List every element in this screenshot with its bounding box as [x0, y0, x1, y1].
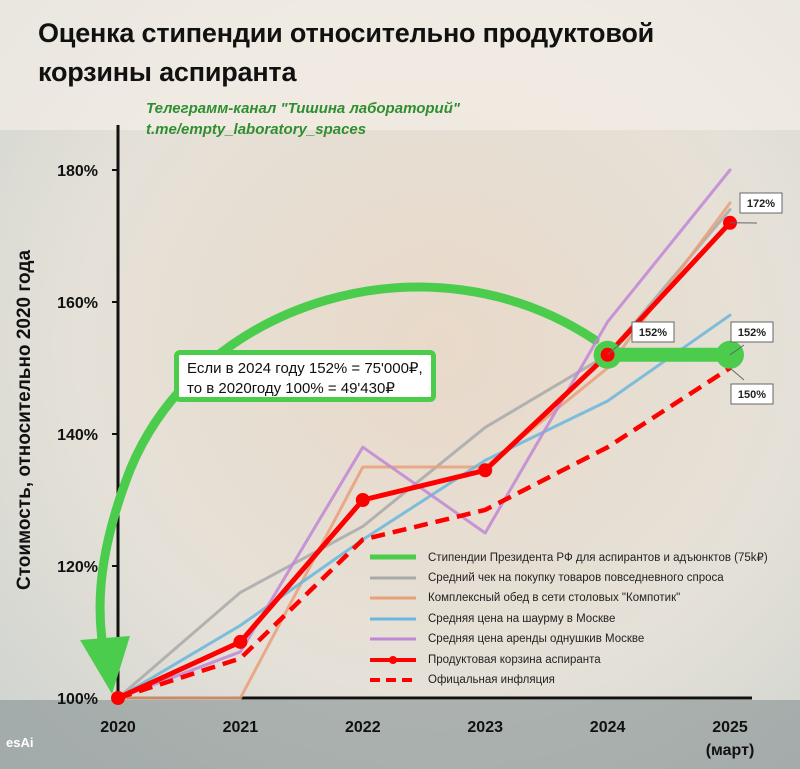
logo: esAi [6, 735, 34, 750]
series-line-5 [115, 220, 733, 701]
legend-item: Средняя цена аренды однушкив Москве [366, 629, 776, 650]
legend-swatch [370, 678, 416, 683]
x-tick-label: 2020 [100, 719, 136, 736]
legend-item: Стипендии Президента РФ для аспирантов и… [366, 547, 776, 568]
legend-label: Комплексный обед в сети столовых "Компот… [428, 592, 681, 605]
legend-swatch [370, 617, 416, 621]
legend-label: Средняя цена на шаурму в Москве [428, 612, 616, 625]
annotation-leader [607, 341, 623, 356]
legend-item: Средняя цена на шаурму в Москве [366, 609, 776, 630]
legend-item: Продуктовая корзина аспиранта [366, 650, 776, 671]
legend-swatch [370, 655, 416, 664]
legend-label: Средняя цена аренды однушкив Москве [428, 633, 645, 646]
series-line-6 [117, 366, 732, 701]
annotation-leader [729, 344, 745, 356]
x-tick-label: 2022 [345, 719, 381, 736]
series-point [355, 493, 370, 507]
title-line-1: Оценка стипендии относительно продуктово… [38, 18, 655, 48]
legend-swatch [370, 554, 416, 560]
series-line-2 [116, 201, 732, 700]
legend: Стипендии Президента РФ для аспирантов и… [366, 547, 776, 691]
series-line-3 [116, 313, 732, 700]
legend-label: Офицальная инфляция [428, 674, 555, 687]
source-link[interactable]: t.me/empty_laboratory_spaces [146, 121, 367, 138]
series-point [478, 463, 493, 478]
annotation-label: 152% [639, 327, 667, 339]
y-tick-label: 180% [57, 163, 98, 180]
callout-line-2: то в 2020году 100% = 49'430₽ [187, 380, 395, 397]
y-axis-label: Стоимость, относительно 2020 года [14, 249, 35, 591]
x-tick-label: 2024 [590, 719, 626, 736]
source-caption: Телеграмм-канал "Тишина лабораторий" t.m… [146, 98, 460, 140]
legend-swatch [370, 596, 416, 600]
callout-box: Если в 2024 году 152% = 75'000₽, то в 20… [174, 350, 436, 402]
legend-item: Офицальная инфляция [366, 670, 776, 691]
y-tick-label: 160% [57, 295, 98, 312]
x-tick-note: (март) [706, 742, 755, 759]
legend-swatch [370, 576, 416, 580]
x-tick-label: 2021 [223, 719, 259, 736]
source-channel: Телеграмм-канал "Тишина лабораторий" [146, 100, 460, 117]
legend-item: Комплексный обед в сети столовых "Компот… [366, 588, 776, 609]
legend-label: Продуктовая корзина аспиранта [428, 653, 601, 666]
annotation-box [739, 192, 783, 214]
annotation-label: 172% [747, 198, 775, 210]
legend-swatch [370, 637, 416, 641]
arrow-head [80, 636, 130, 694]
y-tick-label: 140% [57, 427, 98, 444]
legend-label: Средний чек на покупку товаров повседнев… [428, 571, 724, 584]
y-tick-label: 100% [57, 691, 98, 708]
annotation-box [631, 321, 675, 343]
annotation-box [730, 321, 774, 343]
x-tick-label: 2023 [467, 719, 503, 736]
annotation-box [730, 383, 774, 405]
series-line-4 [116, 168, 732, 700]
annotation-label: 150% [738, 389, 766, 401]
y-tick-label: 120% [57, 559, 98, 576]
legend-label: Стипендии Президента РФ для аспирантов и… [428, 552, 768, 565]
series-point [111, 691, 125, 705]
series-point [233, 634, 248, 649]
annotation-leader [729, 367, 745, 381]
legend-item: Средний чек на покупку товаров повседнев… [366, 568, 776, 589]
annotation-label: 152% [738, 327, 766, 339]
x-tick-label: 2025 [712, 719, 748, 736]
callout-line-1: Если в 2024 году 152% = 75'000₽, [187, 360, 423, 377]
title-line-2: корзины аспиранта [38, 57, 297, 87]
chart-title: Оценка стипендии относительно продуктово… [38, 14, 654, 92]
